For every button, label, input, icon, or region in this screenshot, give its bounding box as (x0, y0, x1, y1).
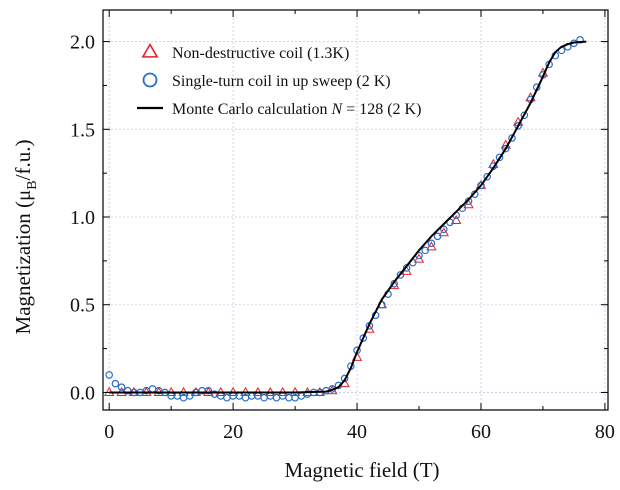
series-line (109, 40, 587, 394)
circle-point (477, 181, 485, 190)
ticks: 0 20 40 60 80 0.0 0.5 1.0 1.5 2.0 (70, 10, 615, 443)
legend-triangle-icon (141, 42, 159, 58)
circle-point (247, 392, 256, 400)
circle-point (235, 392, 244, 400)
circle-point (278, 392, 287, 400)
circle-point (359, 334, 368, 342)
circle-point (483, 172, 491, 181)
circle-point (272, 393, 281, 402)
x-tick-label: 0 (104, 421, 114, 443)
series-layer (103, 36, 587, 402)
x-tick-label: 80 (595, 421, 615, 443)
circle-point (216, 392, 225, 400)
x-tick-label: 20 (223, 421, 243, 443)
circle-point (334, 381, 343, 390)
y-tick-label: 0.0 (70, 382, 95, 404)
x-axis-label: Magnetic field (T) (284, 458, 439, 482)
circle-point (173, 392, 182, 400)
circle-point (514, 121, 522, 130)
circle-point (520, 111, 529, 120)
plot-frame (102, 9, 609, 411)
circle-point (285, 393, 293, 402)
series-circle (105, 36, 584, 402)
y-axis-label: Magnetization (μB/f.u.) (11, 140, 40, 335)
circle-point (439, 225, 448, 234)
circle-point (501, 144, 510, 153)
circle-point (185, 392, 194, 400)
circle-point (167, 392, 175, 400)
circle-point (396, 271, 405, 279)
legend: Non-destructive coil (1.3K) Single-turn c… (137, 42, 421, 118)
circle-point (105, 371, 113, 379)
circle-point (421, 246, 430, 255)
legend-label: Non-destructive coil (1.3K) (172, 45, 349, 62)
circle-point (204, 386, 213, 395)
circle-point (433, 232, 442, 241)
circle-point (260, 393, 268, 402)
x-tick-label: 40 (347, 421, 367, 443)
legend-circle-icon (142, 72, 158, 88)
x-tick-label: 60 (471, 421, 491, 443)
legend-label: Monte Carlo calculation N = 128 (2 K) (172, 101, 421, 118)
circle-point (266, 392, 275, 400)
monte-carlo-line (109, 40, 587, 394)
grid (103, 10, 608, 410)
circle-point (427, 239, 436, 248)
circle-point (111, 379, 120, 388)
circle-point (297, 392, 306, 400)
circle-point (508, 134, 516, 142)
triangle-point (450, 214, 462, 225)
y-tick-label: 1.5 (70, 119, 95, 141)
circle-point (223, 393, 231, 402)
circle-point (117, 383, 126, 391)
y-tick-label: 2.0 (70, 32, 95, 54)
circle-point (148, 385, 157, 393)
y-tick-label: 0.5 (70, 295, 95, 317)
y-tick-label: 1.0 (70, 207, 95, 229)
circle-point (495, 153, 504, 162)
legend-label: Single-turn coil in up sweep (2 K) (172, 73, 391, 90)
circle-point (254, 392, 262, 400)
